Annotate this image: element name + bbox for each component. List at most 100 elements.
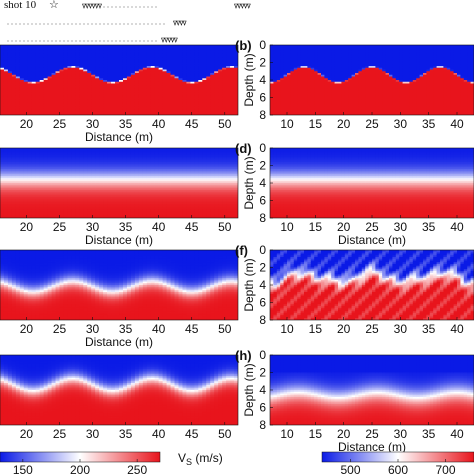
heatmap-cell: [186, 102, 191, 105]
heatmap-cell: [11, 99, 17, 102]
heatmap-cell: [95, 81, 100, 84]
heatmap-cell: [351, 48, 356, 51]
heatmap-cell: [83, 92, 88, 95]
heatmap-cell: [194, 81, 199, 84]
heatmap-cell: [344, 71, 349, 74]
heatmap-cell: [270, 113, 274, 115]
heatmap-cell: [214, 97, 219, 100]
heatmap-cell: [426, 64, 431, 67]
heatmap-cell: [182, 99, 187, 102]
heatmap-cell: [307, 59, 312, 62]
heatmap-cell: [321, 109, 325, 112]
star-icon: ☆: [49, 0, 59, 11]
geophone-icon: [173, 37, 178, 43]
heatmap-cell: [146, 83, 152, 86]
heatmap-cell: [402, 78, 407, 81]
heatmap-cell: [23, 95, 29, 98]
receiver-dot: [31, 23, 33, 25]
heatmap-cell: [358, 73, 363, 76]
heatmap-cell: [327, 57, 332, 60]
heatmap-cell: [460, 92, 465, 95]
heatmap-cell: [344, 88, 349, 91]
heatmap-cell: [222, 94, 227, 97]
heatmap-cell: [460, 76, 465, 79]
geophone-icon: [170, 37, 175, 43]
heatmap-cell: [67, 85, 72, 88]
heatmap-cell: [154, 83, 160, 86]
heatmap-cell: [75, 59, 80, 62]
heatmap-cell: [166, 87, 171, 90]
heatmap-cell: [71, 99, 76, 102]
heatmap-cell: [283, 88, 288, 91]
heatmap-cell: [99, 101, 104, 104]
heatmap-cell: [83, 48, 88, 51]
heatmap-cell: [230, 55, 235, 58]
heatmap-cell: [276, 111, 281, 114]
heatmap-cell: [341, 85, 346, 88]
heatmap-cell: [385, 85, 390, 88]
heatmap-cell: [348, 52, 352, 55]
heatmap-cell: [186, 94, 191, 97]
heatmap-cell: [334, 109, 339, 112]
heatmap-cell: [178, 99, 183, 102]
heatmap-cell: [317, 73, 322, 76]
heatmap-cell: [75, 55, 80, 58]
heatmap-cell: [75, 60, 80, 63]
heatmap-cell: [409, 92, 414, 95]
heatmap-cell: [321, 62, 325, 65]
heatmap-cell: [3, 55, 9, 58]
heatmap-cell: [186, 92, 191, 95]
heatmap-cell: [460, 113, 465, 115]
heatmap-cell: [202, 88, 207, 91]
heatmap-cell: [331, 66, 335, 69]
heatmap-cell: [446, 45, 451, 48]
heatmap-cell: [202, 106, 207, 109]
receiver-dot: [79, 23, 81, 25]
heatmap-cell: [146, 109, 152, 112]
heatmap-cell: [214, 59, 219, 62]
heatmap-cell: [276, 87, 281, 90]
heatmap-cell: [270, 59, 274, 62]
heatmap-cell: [138, 113, 144, 115]
heatmap-cell: [450, 81, 454, 84]
heatmap-cell: [304, 60, 308, 63]
heatmap-cell: [457, 55, 461, 58]
heatmap-cell: [119, 52, 124, 55]
heatmap-cell: [361, 104, 366, 107]
heatmap-cell: [467, 55, 471, 58]
heatmap-cell: [321, 76, 325, 79]
heatmap-cell: [416, 83, 420, 86]
heatmap-cell: [324, 83, 329, 86]
heatmap-cell: [321, 46, 325, 49]
heatmap-cell: [463, 45, 468, 48]
heatmap-cell: [194, 99, 199, 102]
heatmap-cell: [324, 53, 329, 56]
heatmap-cell: [385, 108, 390, 111]
heatmap-cell: [206, 52, 211, 55]
heatmap-cell: [166, 78, 171, 81]
heatmap-cell: [385, 71, 390, 74]
heatmap-cell: [382, 78, 386, 81]
heatmap-cell: [222, 85, 227, 88]
heatmap-cell: [341, 81, 346, 84]
heatmap-cell: [162, 80, 167, 83]
heatmap-cell: [15, 50, 21, 53]
heatmap-cell: [355, 57, 359, 60]
heatmap-cell: [331, 62, 335, 65]
heatmap-cell: [99, 111, 104, 114]
heatmap-cell: [467, 99, 471, 102]
heatmap-cell: [307, 45, 312, 48]
heatmap-cell: [436, 81, 441, 84]
heatmap-cell: [321, 101, 325, 104]
heatmap-cell: [416, 99, 420, 102]
heatmap-cell: [409, 73, 414, 76]
heatmap-cell: [210, 57, 215, 60]
heatmap-cell: [154, 48, 160, 51]
heatmap-cell: [416, 45, 420, 48]
heatmap-cell: [194, 45, 199, 48]
heatmap-cell: [334, 94, 339, 97]
heatmap-cell: [378, 88, 383, 91]
heatmap-cell: [146, 111, 152, 114]
heatmap-cell: [402, 48, 407, 51]
heatmap-cell: [392, 111, 397, 114]
